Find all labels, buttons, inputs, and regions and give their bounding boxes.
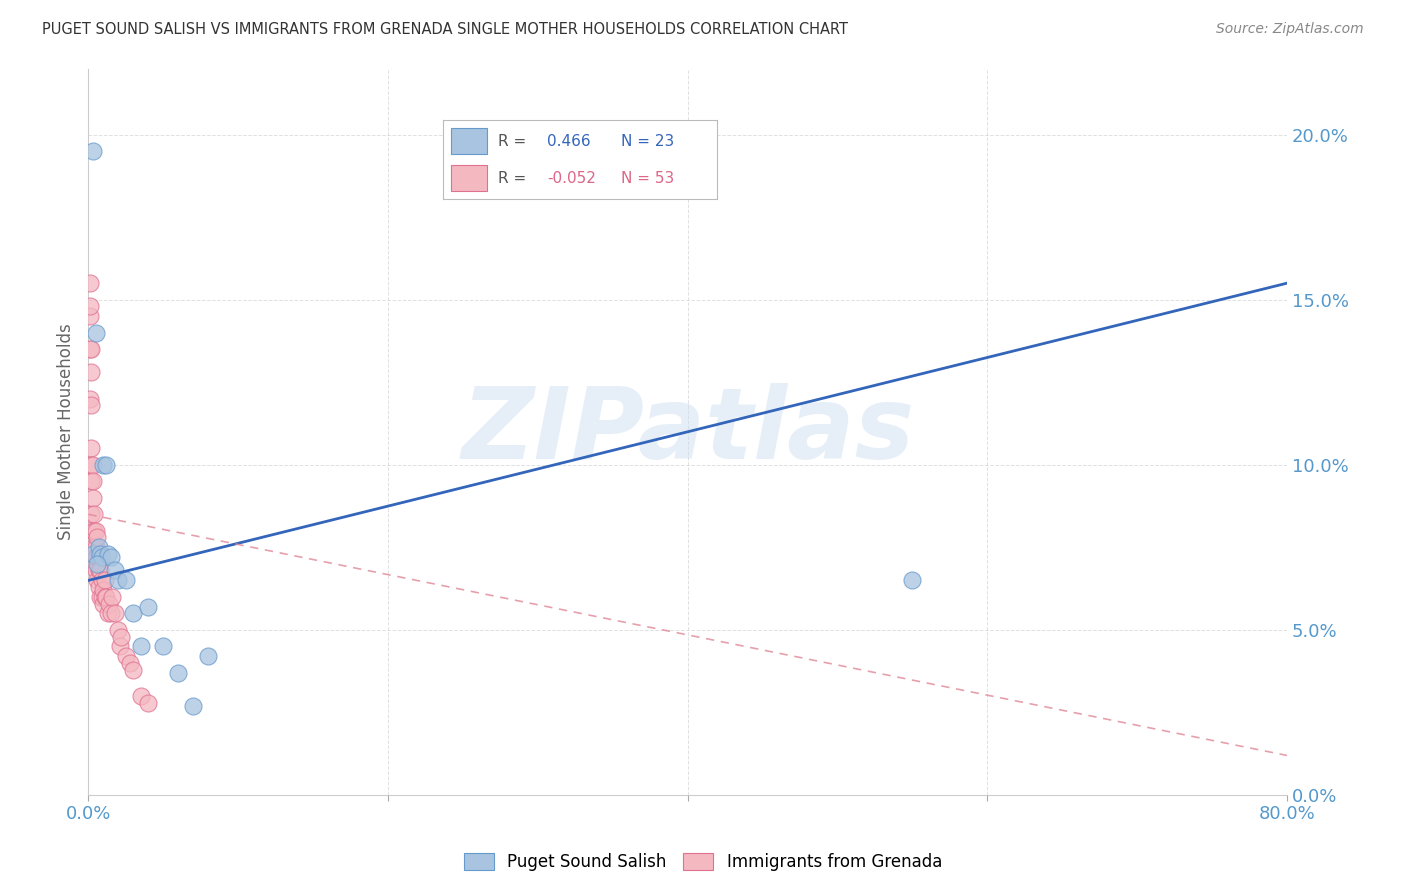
Point	[97, 607, 120, 621]
Point	[80, 458, 103, 472]
Point	[107, 623, 129, 637]
Point	[108, 640, 131, 654]
Point	[89, 564, 111, 578]
Legend: Puget Sound Salish, Immigrants from Grenada: Puget Sound Salish, Immigrants from Gren…	[456, 845, 950, 880]
Text: Source: ZipAtlas.com: Source: ZipAtlas.com	[1216, 22, 1364, 37]
Point	[86, 574, 108, 588]
Point	[96, 590, 118, 604]
Point	[86, 550, 108, 565]
Point	[87, 580, 110, 594]
Point	[114, 574, 136, 588]
Point	[79, 309, 101, 323]
Text: ZIPatlas: ZIPatlas	[461, 384, 914, 480]
Text: N = 23: N = 23	[621, 134, 675, 149]
Point	[122, 607, 145, 621]
Point	[80, 442, 103, 456]
Point	[104, 564, 127, 578]
Point	[82, 475, 104, 489]
Y-axis label: Single Mother Households: Single Mother Households	[58, 324, 75, 541]
Point	[87, 541, 110, 555]
Point	[98, 597, 121, 611]
Point	[100, 550, 122, 565]
Point	[87, 564, 110, 578]
Point	[93, 583, 115, 598]
Text: -0.052: -0.052	[547, 170, 596, 186]
Point	[82, 491, 104, 505]
Text: N = 53: N = 53	[621, 170, 675, 186]
Point	[94, 590, 117, 604]
Point	[152, 640, 174, 654]
Point	[120, 656, 142, 670]
Point	[107, 574, 129, 588]
Point	[80, 508, 103, 522]
Point	[83, 541, 105, 555]
Point	[136, 696, 159, 710]
Text: R =: R =	[498, 170, 526, 186]
Point	[94, 574, 117, 588]
Point	[80, 365, 103, 379]
Point	[90, 574, 112, 588]
Point	[79, 299, 101, 313]
Point	[136, 599, 159, 614]
Point	[97, 547, 120, 561]
Point	[96, 458, 118, 472]
Point	[129, 689, 152, 703]
Point	[901, 574, 924, 588]
Point	[84, 564, 107, 578]
Text: R =: R =	[498, 134, 526, 149]
Text: PUGET SOUND SALISH VS IMMIGRANTS FROM GRENADA SINGLE MOTHER HOUSEHOLDS CORRELATI: PUGET SOUND SALISH VS IMMIGRANTS FROM GR…	[42, 22, 848, 37]
Point	[167, 665, 190, 680]
Point	[83, 508, 105, 522]
Point	[86, 557, 108, 571]
Point	[90, 550, 112, 565]
Point	[110, 630, 132, 644]
Point	[84, 550, 107, 565]
Point	[181, 698, 204, 713]
Point	[79, 392, 101, 406]
Point	[122, 663, 145, 677]
Point	[89, 550, 111, 565]
Point	[114, 649, 136, 664]
Point	[84, 541, 107, 555]
Point	[129, 640, 152, 654]
Point	[93, 458, 115, 472]
Point	[79, 276, 101, 290]
Point	[87, 550, 110, 565]
Point	[80, 343, 103, 357]
Point	[104, 607, 127, 621]
Point	[197, 649, 219, 664]
Point	[89, 547, 111, 561]
Point	[82, 458, 104, 472]
Point	[86, 531, 108, 545]
Bar	[451, 128, 486, 154]
Point	[100, 607, 122, 621]
Point	[101, 590, 124, 604]
Point	[83, 557, 105, 571]
Text: 0.466: 0.466	[547, 134, 591, 149]
Point	[82, 524, 104, 538]
Point	[80, 398, 103, 412]
Point	[82, 547, 104, 561]
Point	[84, 524, 107, 538]
Point	[80, 475, 103, 489]
Point	[84, 326, 107, 340]
Point	[90, 590, 112, 604]
Bar	[451, 165, 486, 191]
Point	[89, 590, 111, 604]
Point	[82, 144, 104, 158]
Point	[83, 524, 105, 538]
Point	[93, 597, 115, 611]
Point	[79, 343, 101, 357]
